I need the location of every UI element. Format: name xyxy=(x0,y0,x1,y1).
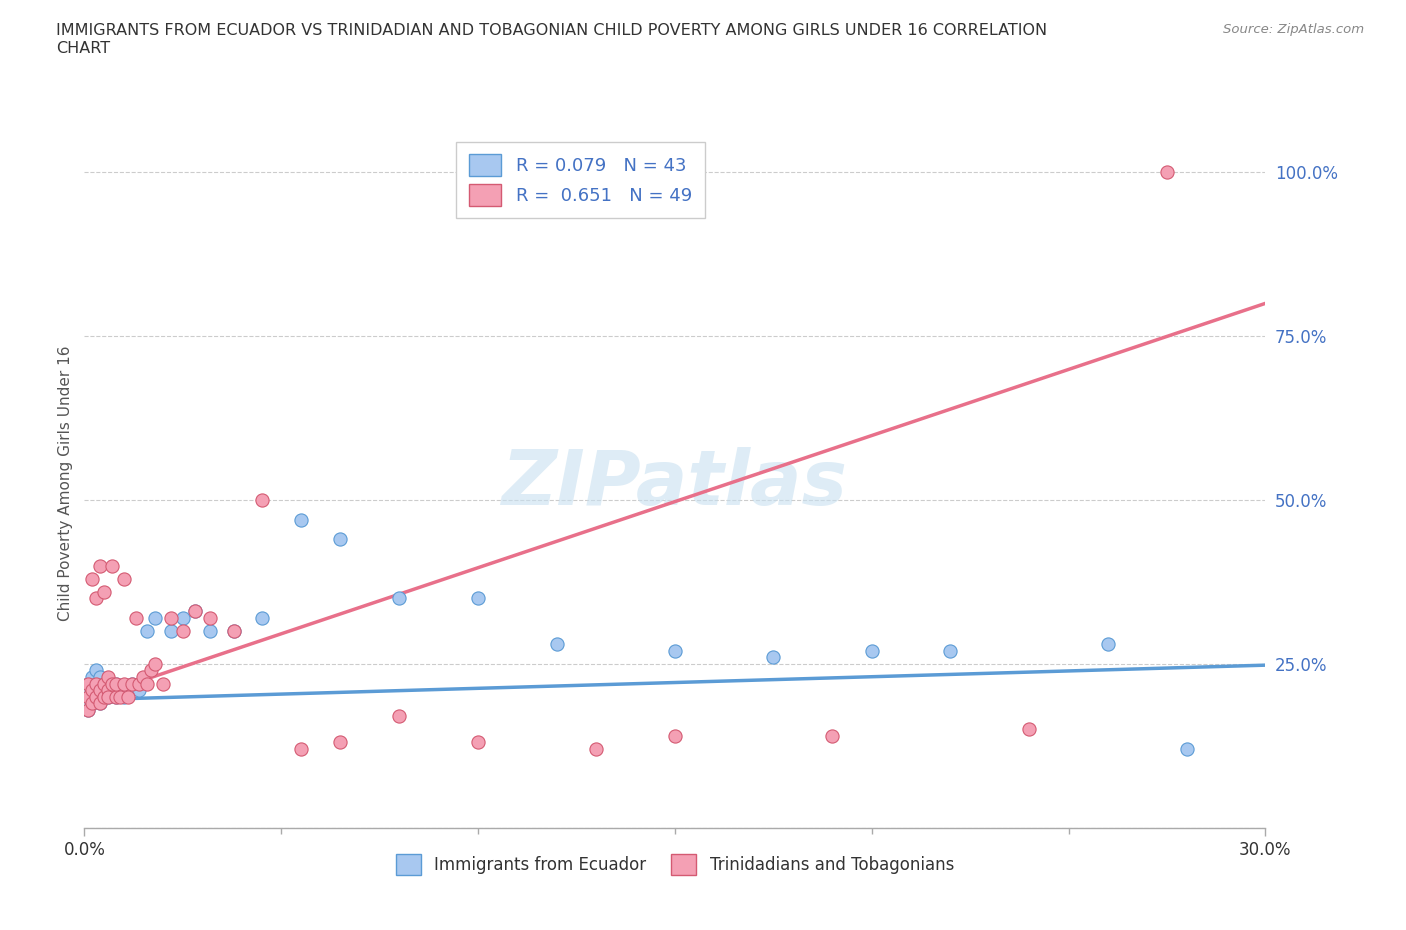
Point xyxy=(939,644,962,658)
Legend: Immigrants from Ecuador, Trinidadians and Tobagonians: Immigrants from Ecuador, Trinidadians an… xyxy=(389,847,960,882)
Point xyxy=(1097,637,1119,652)
Point xyxy=(172,624,194,639)
Point xyxy=(183,604,205,618)
Point xyxy=(93,676,115,691)
Point xyxy=(89,558,111,573)
Point xyxy=(77,689,100,704)
Point xyxy=(124,610,146,625)
Point xyxy=(82,696,104,711)
Point xyxy=(1156,165,1178,179)
Point xyxy=(77,676,100,691)
Point xyxy=(132,670,155,684)
Point xyxy=(128,676,150,691)
Point xyxy=(93,689,115,704)
Point xyxy=(467,591,489,605)
Text: ZIPatlas: ZIPatlas xyxy=(502,446,848,521)
Point xyxy=(84,689,107,704)
Point xyxy=(250,493,273,508)
Point xyxy=(104,676,127,691)
Point xyxy=(97,689,120,704)
Point xyxy=(136,624,159,639)
Point xyxy=(93,689,115,704)
Point xyxy=(160,610,183,625)
Point xyxy=(82,696,104,711)
Point xyxy=(101,558,124,573)
Point xyxy=(329,735,352,750)
Point xyxy=(290,512,312,527)
Point xyxy=(250,610,273,625)
Point xyxy=(141,663,163,678)
Point xyxy=(143,610,166,625)
Point xyxy=(388,591,411,605)
Point xyxy=(101,676,124,691)
Point xyxy=(77,702,100,717)
Point xyxy=(546,637,568,652)
Point xyxy=(152,676,174,691)
Point xyxy=(160,624,183,639)
Point xyxy=(89,696,111,711)
Point xyxy=(101,683,124,698)
Point xyxy=(222,624,245,639)
Y-axis label: Child Poverty Among Girls Under 16: Child Poverty Among Girls Under 16 xyxy=(58,346,73,621)
Point xyxy=(821,728,844,743)
Point xyxy=(290,741,312,756)
Point xyxy=(77,676,100,691)
Point xyxy=(128,683,150,698)
Point xyxy=(121,676,143,691)
Point xyxy=(89,696,111,711)
Point xyxy=(1018,722,1040,737)
Point xyxy=(222,624,245,639)
Point xyxy=(77,689,100,704)
Point xyxy=(97,670,120,684)
Text: IMMIGRANTS FROM ECUADOR VS TRINIDADIAN AND TOBAGONIAN CHILD POVERTY AMONG GIRLS : IMMIGRANTS FROM ECUADOR VS TRINIDADIAN A… xyxy=(56,23,1047,56)
Point xyxy=(97,683,120,698)
Point xyxy=(77,702,100,717)
Point xyxy=(89,670,111,684)
Point xyxy=(112,571,135,586)
Point xyxy=(117,689,139,704)
Point xyxy=(104,676,127,691)
Point xyxy=(89,683,111,698)
Point xyxy=(183,604,205,618)
Point xyxy=(108,689,131,704)
Point xyxy=(84,676,107,691)
Point xyxy=(84,663,107,678)
Point xyxy=(467,735,489,750)
Point xyxy=(84,591,107,605)
Point xyxy=(329,532,352,547)
Point xyxy=(93,676,115,691)
Point xyxy=(104,689,127,704)
Point xyxy=(664,728,686,743)
Point xyxy=(388,709,411,724)
Point xyxy=(172,610,194,625)
Point xyxy=(112,689,135,704)
Point xyxy=(101,676,124,691)
Point xyxy=(104,689,127,704)
Point xyxy=(97,689,120,704)
Point xyxy=(97,683,120,698)
Point xyxy=(108,683,131,698)
Point xyxy=(762,650,785,665)
Point xyxy=(585,741,607,756)
Point xyxy=(136,676,159,691)
Point xyxy=(82,683,104,698)
Point xyxy=(82,683,104,698)
Point xyxy=(89,683,111,698)
Point xyxy=(1175,741,1198,756)
Point xyxy=(84,676,107,691)
Point xyxy=(200,624,222,639)
Point xyxy=(200,610,222,625)
Point xyxy=(143,657,166,671)
Point xyxy=(82,571,104,586)
Text: Source: ZipAtlas.com: Source: ZipAtlas.com xyxy=(1223,23,1364,36)
Point xyxy=(82,670,104,684)
Point xyxy=(84,689,107,704)
Point xyxy=(860,644,883,658)
Point xyxy=(121,676,143,691)
Point xyxy=(93,584,115,599)
Point xyxy=(112,676,135,691)
Point xyxy=(664,644,686,658)
